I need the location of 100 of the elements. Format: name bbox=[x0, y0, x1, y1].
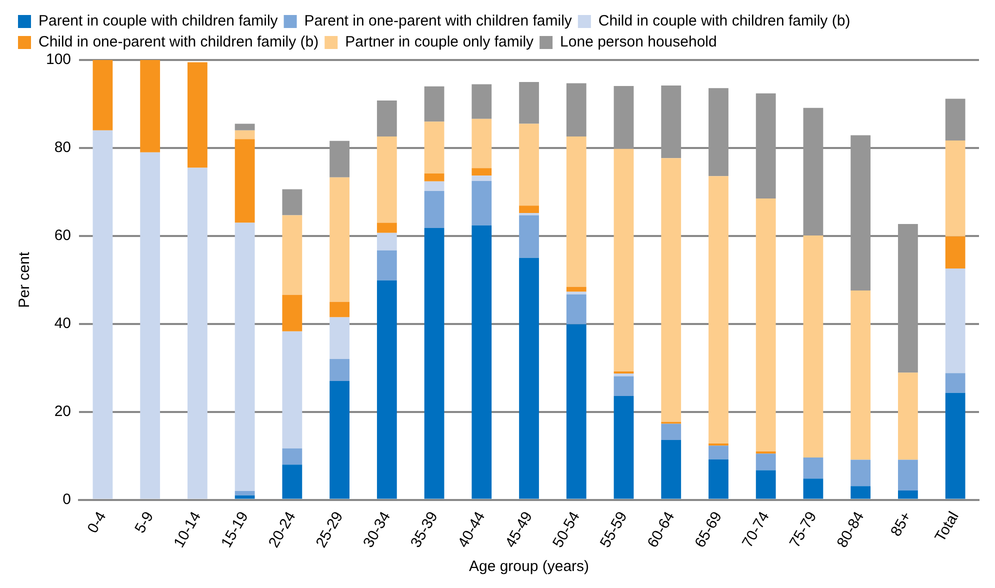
legend-label: Lone person household bbox=[560, 34, 717, 51]
bar bbox=[282, 215, 302, 295]
bar bbox=[519, 82, 539, 124]
bar bbox=[803, 478, 824, 499]
bar bbox=[850, 486, 871, 499]
x-tick-label: 85+ bbox=[888, 508, 916, 540]
x-tick-label: 0-4 bbox=[84, 508, 110, 536]
bar bbox=[282, 448, 302, 465]
bar bbox=[898, 490, 918, 499]
bar bbox=[614, 396, 634, 499]
bar bbox=[424, 228, 444, 499]
bar bbox=[519, 215, 539, 258]
bar bbox=[376, 250, 397, 280]
bar bbox=[282, 464, 302, 499]
bar bbox=[140, 60, 160, 152]
bar bbox=[519, 206, 539, 214]
bar bbox=[282, 294, 302, 332]
bar bbox=[661, 86, 682, 158]
bar bbox=[234, 124, 255, 130]
bar bbox=[566, 286, 586, 292]
bar bbox=[708, 446, 728, 460]
bar bbox=[376, 136, 397, 223]
bar bbox=[803, 235, 824, 458]
bar bbox=[472, 176, 492, 181]
bar bbox=[330, 381, 350, 499]
bar bbox=[945, 140, 966, 236]
bar bbox=[424, 122, 444, 174]
bar bbox=[614, 374, 634, 376]
bar bbox=[756, 451, 776, 454]
bar bbox=[376, 100, 397, 137]
bar bbox=[566, 324, 586, 499]
bar bbox=[472, 118, 492, 168]
bar bbox=[850, 460, 871, 486]
legend-label: Partner in couple only family bbox=[345, 34, 534, 51]
bar bbox=[330, 359, 350, 382]
bar bbox=[188, 168, 208, 499]
bar bbox=[850, 290, 871, 460]
legend-label: Parent in couple with children family bbox=[38, 12, 278, 30]
bar bbox=[566, 294, 586, 324]
bar bbox=[708, 88, 728, 176]
bar bbox=[519, 258, 539, 499]
x-tick-label: 5-9 bbox=[132, 508, 158, 536]
bar bbox=[708, 176, 728, 444]
bar bbox=[945, 392, 966, 499]
bar bbox=[472, 168, 492, 176]
bar bbox=[661, 424, 682, 440]
y-tick-label: 20 bbox=[54, 402, 72, 420]
bar bbox=[424, 181, 444, 192]
bar bbox=[898, 224, 918, 373]
bar bbox=[234, 139, 255, 223]
bar bbox=[850, 135, 871, 290]
bar bbox=[566, 292, 586, 294]
legend-label: Parent in one-parent with children family bbox=[304, 12, 572, 30]
bar bbox=[424, 86, 444, 122]
bar bbox=[756, 198, 776, 452]
y-tick-label: 60 bbox=[54, 227, 72, 244]
bar bbox=[945, 373, 966, 393]
bar bbox=[661, 440, 682, 499]
bar bbox=[234, 495, 255, 499]
bar bbox=[756, 93, 776, 199]
y-tick-label: 100 bbox=[46, 51, 72, 68]
bar bbox=[566, 136, 586, 287]
legend-label: Child in couple with children family (b) bbox=[598, 12, 850, 30]
bar bbox=[376, 222, 397, 233]
bar bbox=[234, 222, 255, 491]
bar bbox=[330, 177, 350, 302]
bar bbox=[756, 454, 776, 470]
bar bbox=[330, 140, 350, 178]
bar bbox=[614, 376, 634, 396]
bar bbox=[472, 84, 492, 119]
bar bbox=[945, 98, 966, 140]
bar bbox=[898, 372, 918, 460]
bar bbox=[472, 180, 492, 226]
bar bbox=[424, 191, 444, 228]
bar bbox=[803, 108, 824, 236]
bar bbox=[803, 458, 824, 479]
bar bbox=[945, 268, 966, 374]
bar bbox=[330, 302, 350, 318]
bar bbox=[614, 148, 634, 372]
bar bbox=[234, 490, 255, 496]
bar bbox=[376, 280, 397, 499]
bar bbox=[424, 173, 444, 182]
y-tick-label: 0 bbox=[62, 490, 72, 508]
bar bbox=[140, 152, 160, 499]
bar bbox=[376, 232, 397, 250]
bar bbox=[519, 124, 539, 206]
bar bbox=[472, 225, 492, 499]
bar bbox=[92, 130, 113, 499]
bar bbox=[282, 189, 302, 216]
bar bbox=[945, 236, 966, 268]
x-axis-title: Age group (years) bbox=[468, 558, 590, 576]
legend-label: Child in one-parent with children family (b) bbox=[38, 34, 319, 51]
bar bbox=[708, 459, 728, 499]
bar bbox=[92, 60, 113, 130]
bar bbox=[282, 331, 302, 448]
bar bbox=[614, 86, 634, 149]
bar bbox=[330, 317, 350, 360]
bar bbox=[708, 443, 728, 446]
bar bbox=[898, 460, 918, 491]
bar bbox=[188, 62, 208, 168]
